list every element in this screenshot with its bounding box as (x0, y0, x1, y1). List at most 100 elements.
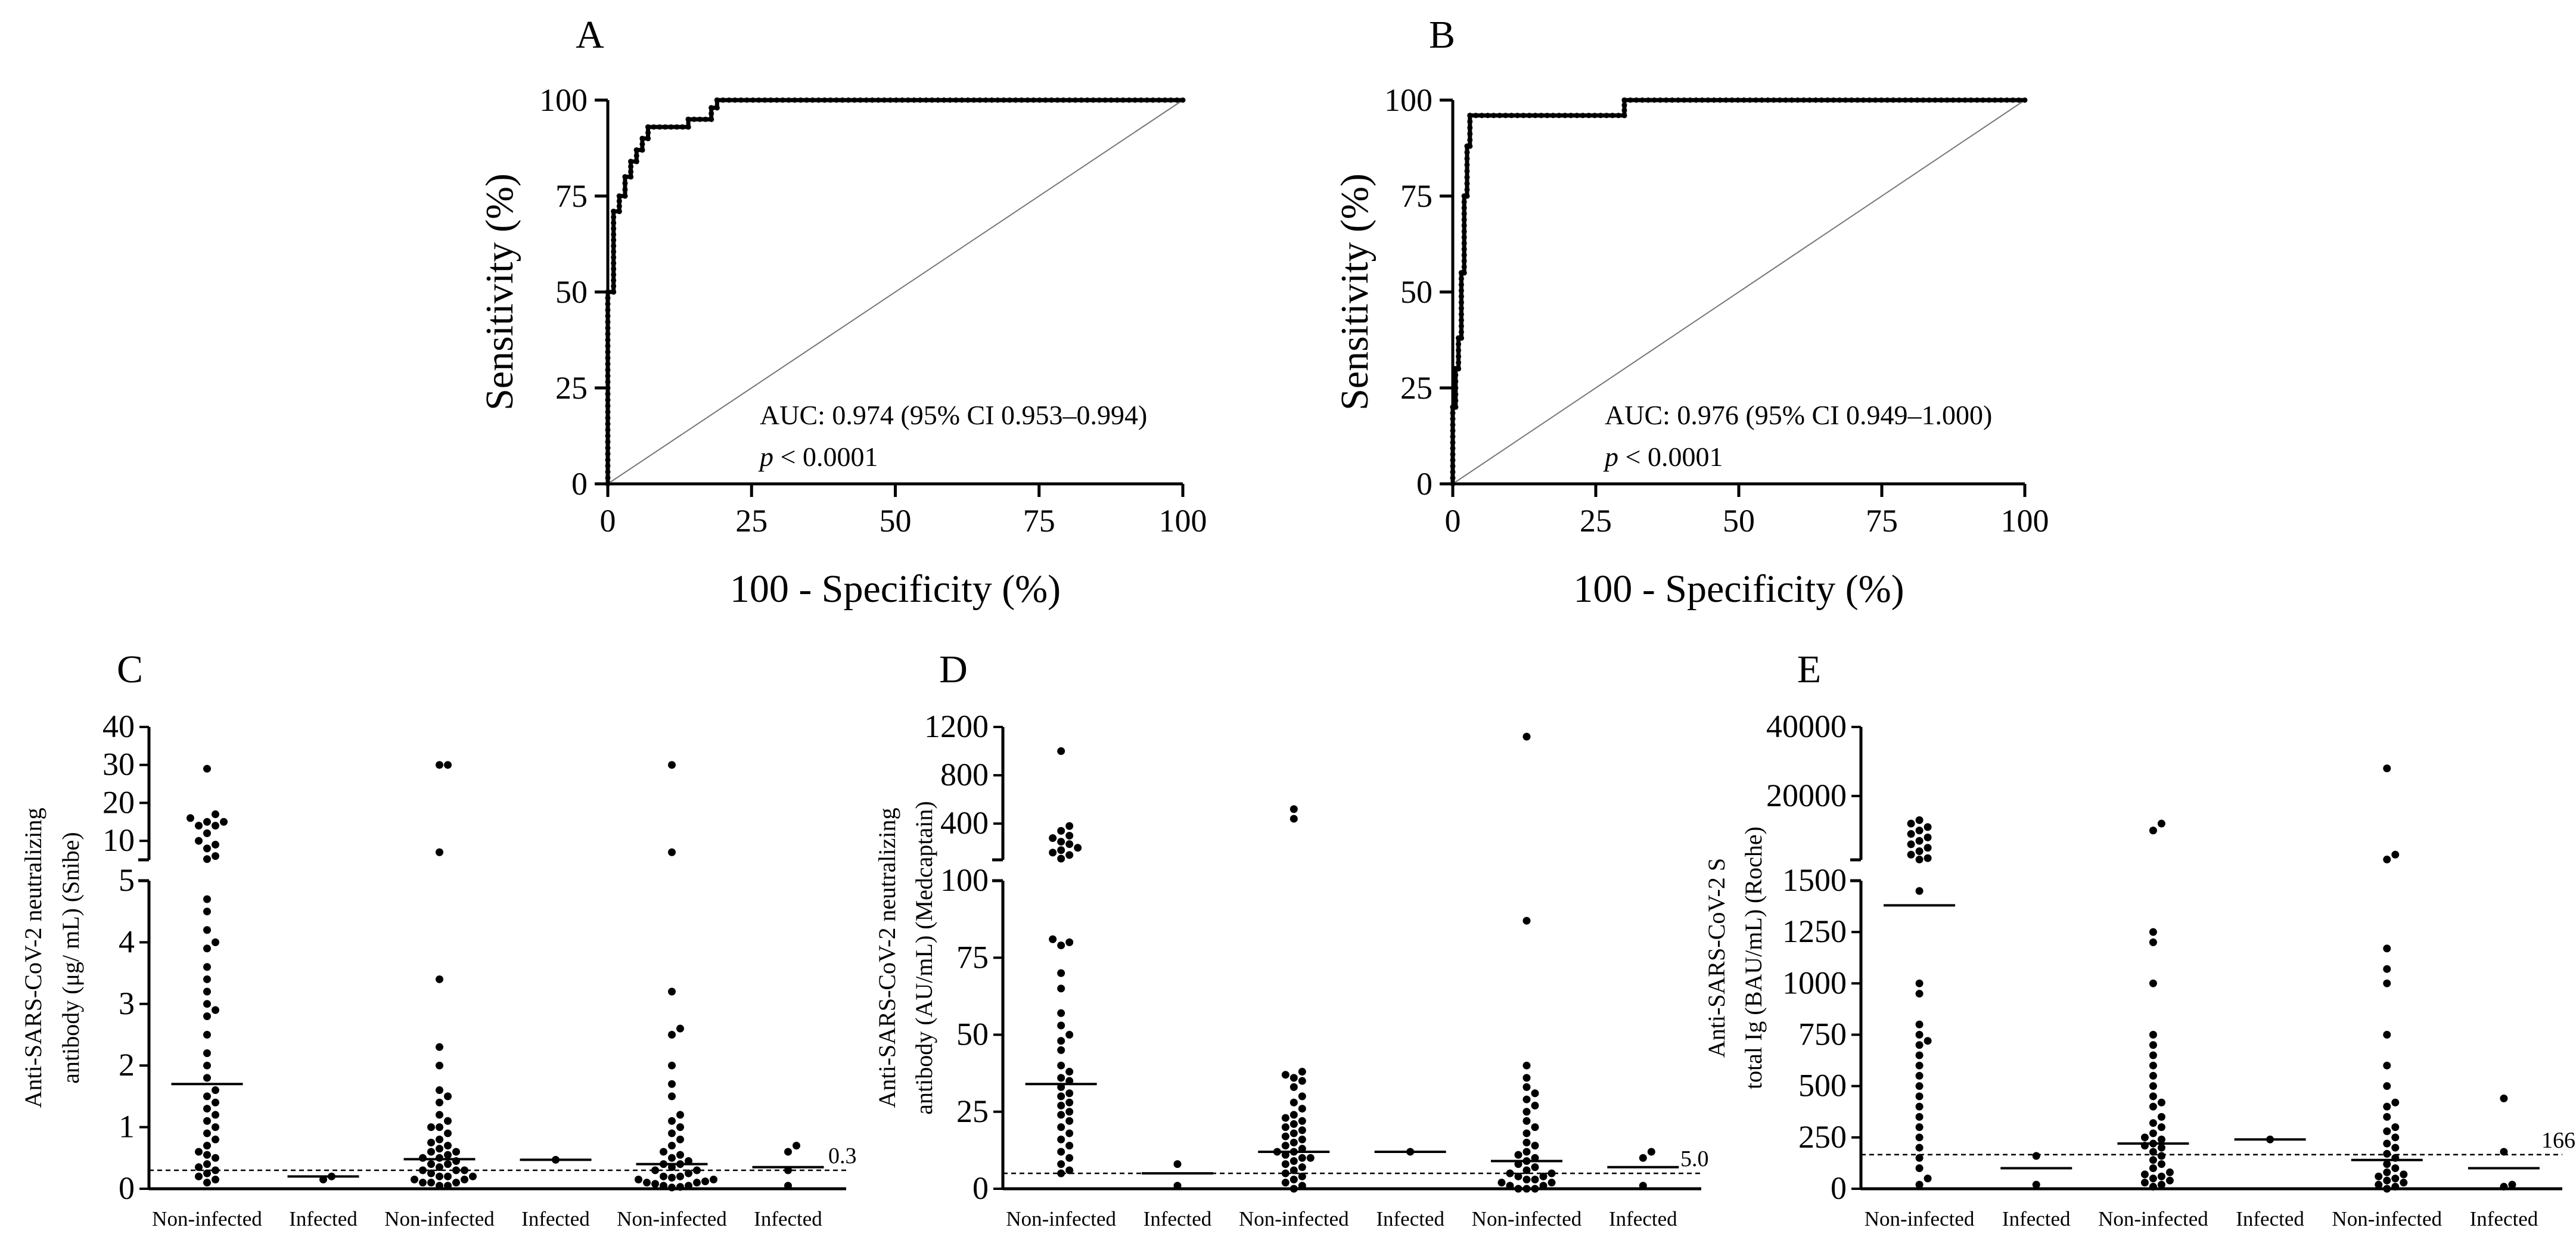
data-point (2383, 1176, 2391, 1185)
panel-label: E (1797, 648, 1821, 691)
roc-point (1968, 97, 1974, 103)
data-point (1298, 1135, 1306, 1143)
roc-point (1067, 97, 1073, 103)
roc-point (1458, 323, 1464, 329)
data-point (1924, 854, 1932, 862)
data-point (436, 1135, 443, 1143)
roc-point (1467, 131, 1473, 137)
roc-point (1621, 97, 1627, 103)
data-point (203, 908, 211, 916)
roc-point (1699, 97, 1705, 103)
data-point (1924, 844, 1932, 852)
data-point (212, 1166, 219, 1174)
data-point (203, 1074, 211, 1082)
roc-point (1604, 113, 1609, 119)
data-point (1514, 1172, 1522, 1180)
data-point (2149, 1071, 2157, 1080)
roc-point (1012, 97, 1018, 103)
data-point (203, 1000, 211, 1008)
roc-point (1783, 97, 1789, 103)
y-tick-label: 75 (956, 939, 989, 975)
data-point (1298, 1117, 1306, 1125)
data-point (427, 1138, 435, 1146)
roc-point (1711, 97, 1717, 103)
roc-point (893, 97, 899, 103)
data-point (668, 1142, 676, 1150)
data-point (668, 1061, 676, 1070)
roc-point (887, 97, 893, 103)
roc-point (1902, 97, 1908, 103)
data-point (1915, 816, 1924, 824)
data-point (1522, 1095, 1531, 1104)
data-point (427, 1148, 435, 1156)
roc-point (605, 475, 611, 481)
data-point (444, 1182, 452, 1190)
roc-point (611, 289, 617, 295)
roc-point (1872, 97, 1878, 103)
data-point (469, 1172, 477, 1180)
data-point (187, 814, 194, 822)
data-point (1057, 846, 1065, 854)
data-point (1915, 1154, 1924, 1162)
panel-label: A (576, 13, 604, 57)
roc-point (989, 97, 995, 103)
data-point (1531, 1101, 1539, 1110)
data-point (1065, 831, 1074, 840)
roc-point (605, 343, 611, 349)
roc-point (1747, 97, 1753, 103)
data-point (203, 1179, 211, 1187)
roc-point (995, 97, 1000, 103)
y-tick-label: 2 (119, 1047, 135, 1083)
roc-point (605, 295, 611, 301)
y-tick-label: 75 (1400, 178, 1433, 214)
data-point (668, 1117, 676, 1125)
data-point (668, 1173, 676, 1182)
y-tick-label: 75 (555, 178, 588, 214)
data-point (1907, 830, 1915, 838)
panel-label: C (117, 648, 143, 691)
roc-point (947, 97, 953, 103)
roc-point (605, 325, 611, 331)
roc-point (1456, 366, 1462, 372)
data-point (203, 764, 211, 773)
data-point (2375, 1172, 2383, 1180)
data-point (444, 1117, 452, 1125)
roc-point (869, 97, 875, 103)
data-point (1065, 1098, 1074, 1107)
data-point (1639, 1182, 1647, 1190)
roc-point (674, 124, 680, 130)
roc-point (611, 220, 617, 226)
y-axis-title-line2: antibody (AU/mL) (Medcaptain) (911, 801, 937, 1115)
data-point (1289, 1129, 1298, 1138)
roc-point (1657, 97, 1663, 103)
data-point (1907, 840, 1915, 849)
p-annotation: p < 0.0001 (1603, 442, 1723, 472)
data-point (668, 987, 676, 996)
roc-point (1896, 97, 1902, 103)
roc-point (611, 209, 617, 215)
roc-point (1645, 97, 1651, 103)
reference-line (607, 100, 1183, 484)
data-point (436, 1043, 443, 1051)
roc-point (645, 135, 651, 141)
roc-point (1461, 223, 1467, 229)
data-point (676, 1135, 684, 1143)
data-point (1915, 887, 1924, 895)
roc-point (726, 97, 732, 103)
data-point (1522, 1166, 1531, 1174)
roc-point (792, 97, 798, 103)
roc-point (1532, 113, 1538, 119)
data-point (436, 1111, 443, 1119)
roc-point (1453, 391, 1459, 397)
data-point (1065, 851, 1074, 859)
data-point (461, 1175, 468, 1183)
roc-point (1550, 113, 1556, 119)
roc-point (1723, 97, 1729, 103)
data-point (1531, 1142, 1539, 1150)
roc-point (1854, 97, 1860, 103)
roc-point (1777, 97, 1783, 103)
data-point (203, 895, 211, 903)
roc-point (1651, 97, 1657, 103)
data-point (1057, 1037, 1065, 1045)
group-label: Non-infected (617, 1207, 727, 1230)
